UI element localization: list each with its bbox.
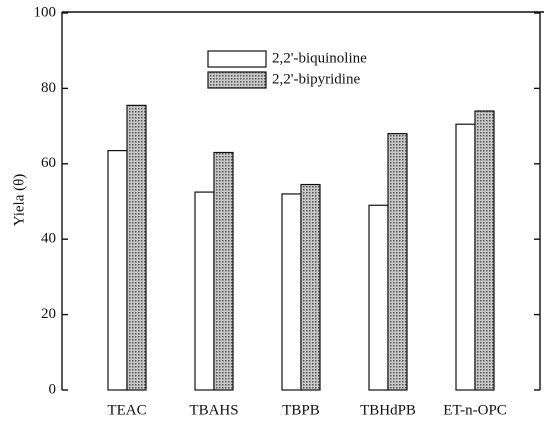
- legend-label: 2,2'-bipyridine: [272, 71, 360, 87]
- x-tick-label: ET-n-OPC: [443, 402, 507, 418]
- legend-swatch: [207, 50, 267, 68]
- bar: [387, 133, 408, 391]
- x-tick-label: TBHdPB: [360, 402, 416, 418]
- bar: [474, 110, 495, 391]
- axes: [61, 11, 544, 390]
- bar: [455, 123, 476, 391]
- bar: [213, 151, 234, 391]
- x-tick-label: TBAHS: [189, 402, 238, 418]
- legend-swatch: [207, 71, 267, 89]
- bar: [126, 104, 147, 391]
- y-axis-label: Yiela (θ): [11, 174, 27, 227]
- y-tick-label: 40: [41, 231, 56, 247]
- legend-label: 2,2'-biquinoline: [272, 50, 367, 66]
- y-tick-label: 100: [34, 4, 57, 20]
- bar: [281, 193, 302, 391]
- y-tick-label: 60: [41, 155, 56, 171]
- bar: [368, 204, 389, 391]
- bar: [300, 183, 321, 391]
- y-tick-label: 0: [49, 381, 57, 397]
- x-tick-label: TEAC: [107, 402, 146, 418]
- bar: [194, 191, 215, 391]
- y-tick-label: 80: [41, 80, 56, 96]
- bar: [107, 150, 128, 391]
- y-tick-label: 20: [41, 306, 56, 322]
- x-tick-label: TBPB: [282, 402, 320, 418]
